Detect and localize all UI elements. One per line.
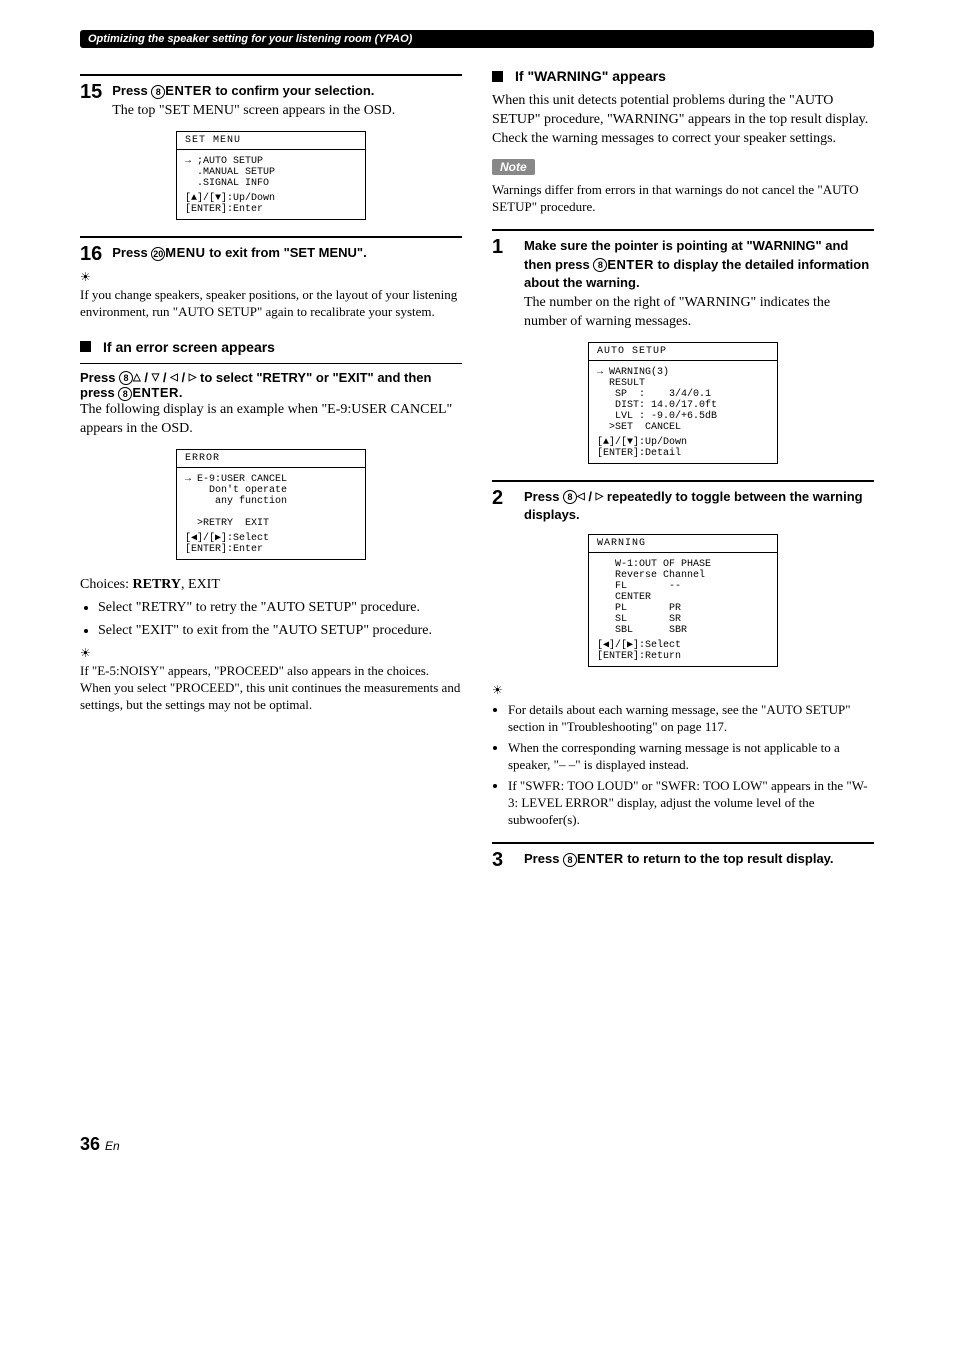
- osd-body: → WARNING(3) RESULT SP : 3/4/0.1 DIST: 1…: [589, 361, 777, 437]
- divider: [492, 842, 874, 844]
- osd-title: WARNING: [589, 535, 777, 553]
- error-description: The following display is an example when…: [80, 401, 462, 439]
- step-1: 1 Make sure the pointer is pointing at "…: [492, 237, 874, 331]
- menu-key-label: MENU: [165, 245, 205, 260]
- square-bullet-icon: [492, 71, 503, 82]
- osd-warning: WARNING W-1:OUT OF PHASE Reverse Channel…: [588, 534, 778, 667]
- divider: [80, 363, 462, 364]
- bullet-item: For details about each warning message, …: [508, 702, 874, 736]
- page-number: 36 En: [80, 1134, 874, 1155]
- button-ref-icon: 8: [593, 258, 607, 272]
- osd-body: W-1:OUT OF PHASE Reverse Channel FL -- C…: [589, 553, 777, 640]
- osd-title: AUTO SETUP: [589, 343, 777, 361]
- bullet-item: Select "RETRY" to retry the "AUTO SETUP"…: [98, 599, 462, 618]
- divider: [80, 74, 462, 76]
- note-text: Warnings differ from errors in that warn…: [492, 182, 874, 216]
- step-3: 3 Press 8ENTER to return to the top resu…: [492, 850, 874, 870]
- step-15: 15 Press 8ENTER to confirm your selectio…: [80, 82, 462, 121]
- heading-text: If "WARNING" appears: [515, 68, 666, 84]
- button-ref-icon: 20: [151, 247, 165, 261]
- osd-footer: [◀]/[▶]:Select [ENTER]:Enter: [177, 533, 365, 559]
- tip-icon: [80, 646, 462, 661]
- bullet-item: Select "EXIT" to exit from the "AUTO SET…: [98, 622, 462, 641]
- step-instruction: Press 20MENU to exit from "SET MENU".: [112, 245, 366, 260]
- warning-description: When this unit detects potential problem…: [492, 92, 874, 149]
- osd-body: → E-9:USER CANCEL Don't operate any func…: [177, 468, 365, 533]
- choices-label: Choices:: [80, 577, 133, 592]
- text: Press: [524, 489, 563, 504]
- error-instruction: Press 8△ / ▽ / ◁ / ▷ to select "RETRY" o…: [80, 370, 462, 401]
- osd-footer: [▲]/[▼]:Up/Down [ENTER]:Detail: [589, 437, 777, 463]
- osd-set-menu: SET MENU → ;AUTO SETUP .MANUAL SETUP .SI…: [176, 131, 366, 220]
- step-instruction: Press 8ENTER to return to the top result…: [524, 851, 834, 866]
- left-icon: ◁: [577, 492, 585, 502]
- error-heading: If an error screen appears: [80, 339, 462, 355]
- step-16: 16 Press 20MENU to exit from "SET MENU".: [80, 244, 462, 264]
- osd-footer: [◀]/[▶]:Select [ENTER]:Return: [589, 640, 777, 666]
- step-instruction: Press 8ENTER to confirm your selection.: [112, 83, 374, 98]
- divider: [80, 236, 462, 238]
- note-label: Note: [492, 159, 535, 175]
- page-suffix: En: [105, 1139, 120, 1153]
- text: to return to the top result display.: [624, 851, 834, 866]
- enter-key-label: ENTER: [165, 83, 212, 98]
- osd-error: ERROR → E-9:USER CANCEL Don't operate an…: [176, 449, 366, 560]
- divider: [492, 480, 874, 482]
- step-instruction: Make sure the pointer is pointing at "WA…: [524, 238, 869, 289]
- text: .: [179, 385, 183, 400]
- left-column: 15 Press 8ENTER to confirm your selectio…: [80, 68, 462, 874]
- choices-line: Choices: RETRY, EXIT: [80, 576, 462, 595]
- button-ref-icon: 8: [563, 853, 577, 867]
- choices-rest: , EXIT: [181, 577, 220, 592]
- step-description: The number on the right of "WARNING" ind…: [524, 294, 874, 332]
- warning-heading: If "WARNING" appears: [492, 68, 874, 84]
- enter-key-label: ENTER: [577, 851, 624, 866]
- button-ref-icon: 8: [563, 490, 577, 504]
- up-icon: △: [133, 373, 141, 383]
- enter-key-label: ENTER: [607, 257, 654, 272]
- button-ref-icon: 8: [119, 371, 133, 385]
- osd-body: → ;AUTO SETUP .MANUAL SETUP .SIGNAL INFO: [177, 150, 365, 193]
- enter-key-label: ENTER: [132, 385, 179, 400]
- button-ref-icon: 8: [151, 85, 165, 99]
- page-num-value: 36: [80, 1134, 100, 1154]
- tip-icon: [80, 270, 462, 285]
- right-column: If "WARNING" appears When this unit dete…: [492, 68, 874, 874]
- text: Press: [112, 83, 151, 98]
- text: Press: [80, 370, 119, 385]
- step-number: 15: [80, 82, 102, 102]
- choices-default: RETRY: [133, 577, 182, 592]
- warning-tips: For details about each warning message, …: [492, 702, 874, 828]
- step-number: 3: [492, 850, 514, 870]
- osd-title: SET MENU: [177, 132, 365, 150]
- left-icon: ◁: [170, 373, 178, 383]
- tip-text: If "E-5:NOISY" appears, "PROCEED" also a…: [80, 663, 462, 714]
- button-ref-icon: 8: [118, 387, 132, 401]
- tip-text: If you change speakers, speaker position…: [80, 287, 462, 321]
- down-icon: ▽: [152, 373, 160, 383]
- text: Press: [112, 245, 151, 260]
- osd-title: ERROR: [177, 450, 365, 468]
- content-columns: 15 Press 8ENTER to confirm your selectio…: [80, 68, 874, 874]
- square-bullet-icon: [80, 341, 91, 352]
- heading-text: If an error screen appears: [103, 339, 275, 355]
- step-number: 2: [492, 488, 514, 508]
- step-2: 2 Press 8◁ / ▷ repeatedly to toggle betw…: [492, 488, 874, 524]
- bullet-item: When the corresponding warning message i…: [508, 740, 874, 774]
- tip-icon: [492, 683, 874, 698]
- step-instruction: Press 8◁ / ▷ repeatedly to toggle betwee…: [524, 489, 863, 522]
- bullet-item: If "SWFR: TOO LOUD" or "SWFR: TOO LOW" a…: [508, 778, 874, 829]
- header-bar: Optimizing the speaker setting for your …: [80, 30, 874, 48]
- step-number: 16: [80, 244, 102, 264]
- text: Press: [524, 851, 563, 866]
- text: to confirm your selection.: [212, 83, 375, 98]
- step-number: 1: [492, 237, 514, 257]
- osd-footer: [▲]/[▼]:Up/Down [ENTER]:Enter: [177, 193, 365, 219]
- osd-auto-setup: AUTO SETUP → WARNING(3) RESULT SP : 3/4/…: [588, 342, 778, 464]
- text: to exit from "SET MENU".: [206, 245, 367, 260]
- divider: [492, 229, 874, 231]
- choices-bullets: Select "RETRY" to retry the "AUTO SETUP"…: [80, 599, 462, 641]
- step-description: The top "SET MENU" screen appears in the…: [112, 102, 462, 121]
